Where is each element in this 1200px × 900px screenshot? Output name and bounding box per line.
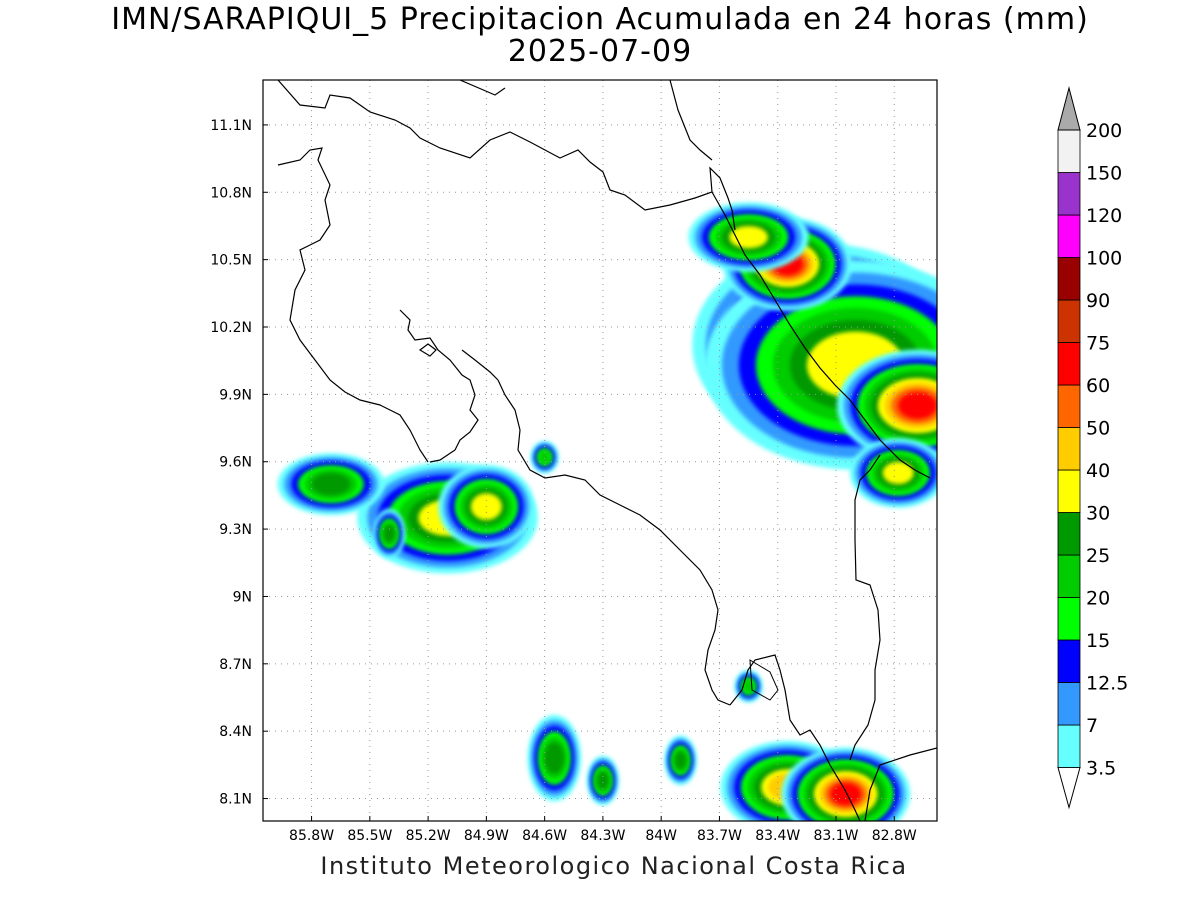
longitude-axis-labels: 85.8W 85.5W 85.2W 84.9W 84.6W 84.3W 84W 83.7W 83… xyxy=(289,816,917,844)
colorbar-label: 60 xyxy=(1086,375,1110,397)
rain-cell xyxy=(527,714,582,802)
lat-tick-label: 9.6N xyxy=(219,455,252,471)
colorbar-label: 25 xyxy=(1086,545,1110,567)
colorbar-label: 75 xyxy=(1086,333,1110,355)
colorbar-label: 15 xyxy=(1086,630,1110,652)
colorbar-swatch xyxy=(1057,639,1081,683)
colorbar-swatch xyxy=(1057,512,1081,556)
rain-cell xyxy=(586,755,619,806)
map-date: 2025-07-09 xyxy=(507,34,693,69)
rain-cell xyxy=(704,260,937,470)
map-title: IMN/SARAPIQUI_5 Precipitacion Acumulada … xyxy=(111,2,1089,37)
plot-frame xyxy=(262,79,938,822)
colorbar-swatch xyxy=(1057,342,1081,386)
colorbar-label: 90 xyxy=(1086,290,1110,312)
colorbar-min-arrow xyxy=(1057,767,1081,810)
rain-cell xyxy=(849,438,937,508)
coastline xyxy=(277,80,937,821)
rain-cell xyxy=(530,441,559,474)
lon-tick-label: 83.4W xyxy=(755,828,800,844)
lon-tick-label: 85.5W xyxy=(347,828,392,844)
colorbar-swatch xyxy=(1057,129,1081,173)
lat-tick-label: 9.3N xyxy=(219,522,252,538)
colorbar-swatch xyxy=(1057,682,1081,726)
lon-tick-label: 85.8W xyxy=(289,828,334,844)
colorbar-label: 50 xyxy=(1086,418,1110,440)
rain-cell xyxy=(277,453,385,516)
colorbar-max-arrow xyxy=(1057,86,1081,131)
colorbar-swatch xyxy=(1057,469,1081,513)
rain-cell xyxy=(664,735,697,786)
colorbar-label: 20 xyxy=(1086,588,1110,610)
colorbar-swatch xyxy=(1057,172,1081,216)
colorbar-swatch xyxy=(1057,299,1081,343)
rain-cell xyxy=(781,747,911,821)
colorbar-label: 100 xyxy=(1086,248,1122,270)
colorbar-swatch xyxy=(1057,384,1081,428)
lat-tick-label: 8.7N xyxy=(219,657,252,673)
colorbar-swatch xyxy=(1057,597,1081,641)
footer-credit: Instituto Meteorologico Nacional Costa R… xyxy=(320,852,908,880)
lat-tick-label: 11.1N xyxy=(210,118,252,134)
lat-tick-label: 10.8N xyxy=(210,185,252,201)
colorbar-label: 120 xyxy=(1086,205,1122,227)
lat-tick-label: 10.2N xyxy=(210,320,252,336)
colorbar-swatch xyxy=(1057,257,1081,301)
lat-tick-label: 10.5N xyxy=(210,253,252,269)
lon-tick-label: 82.8W xyxy=(872,828,917,844)
lat-tick-label: 8.1N xyxy=(219,792,252,808)
colorbar-swatch xyxy=(1057,427,1081,471)
lat-tick-label: 8.4N xyxy=(219,724,252,740)
rain-cell xyxy=(836,349,937,462)
rain-cell xyxy=(373,508,406,559)
rain-cell xyxy=(688,202,809,272)
colorbar-label: 7 xyxy=(1086,715,1098,737)
rain-cell xyxy=(734,670,763,703)
lat-tick-label: 9N xyxy=(233,589,252,605)
grid-lines xyxy=(263,80,937,821)
colorbar-swatch xyxy=(1057,214,1081,258)
colorbar-label: 200 xyxy=(1086,120,1122,142)
colorbar-label: 150 xyxy=(1086,163,1122,185)
lon-tick-label: 84.9W xyxy=(464,828,509,844)
colorbar-swatch xyxy=(1057,724,1081,768)
rainfall-layer xyxy=(277,202,937,821)
lon-tick-label: 85.2W xyxy=(406,828,451,844)
lon-tick-label: 84W xyxy=(645,828,677,844)
lon-tick-label: 84.6W xyxy=(522,828,567,844)
latitude-axis-labels: 8.1N 8.4N 8.7N 9N 9.3N 9.6N 9.9N 10.2N 10.5N 10.8… xyxy=(210,118,268,808)
colorbar-label: 30 xyxy=(1086,503,1110,525)
lon-tick-label: 83.7W xyxy=(697,828,742,844)
colorbar-label: 12.5 xyxy=(1086,673,1128,695)
colorbar-swatch xyxy=(1057,554,1081,598)
lon-tick-label: 84.3W xyxy=(580,828,625,844)
colorbar-legend: 3.5 7 12.5 15 20 25 30 40 50 60 75 90 100 120 150 200 xyxy=(1057,86,1128,810)
lon-tick-label: 83.1W xyxy=(813,828,858,844)
colorbar-label: 3.5 xyxy=(1086,758,1116,780)
lat-tick-label: 9.9N xyxy=(219,387,252,403)
colorbar-label: 40 xyxy=(1086,460,1110,482)
